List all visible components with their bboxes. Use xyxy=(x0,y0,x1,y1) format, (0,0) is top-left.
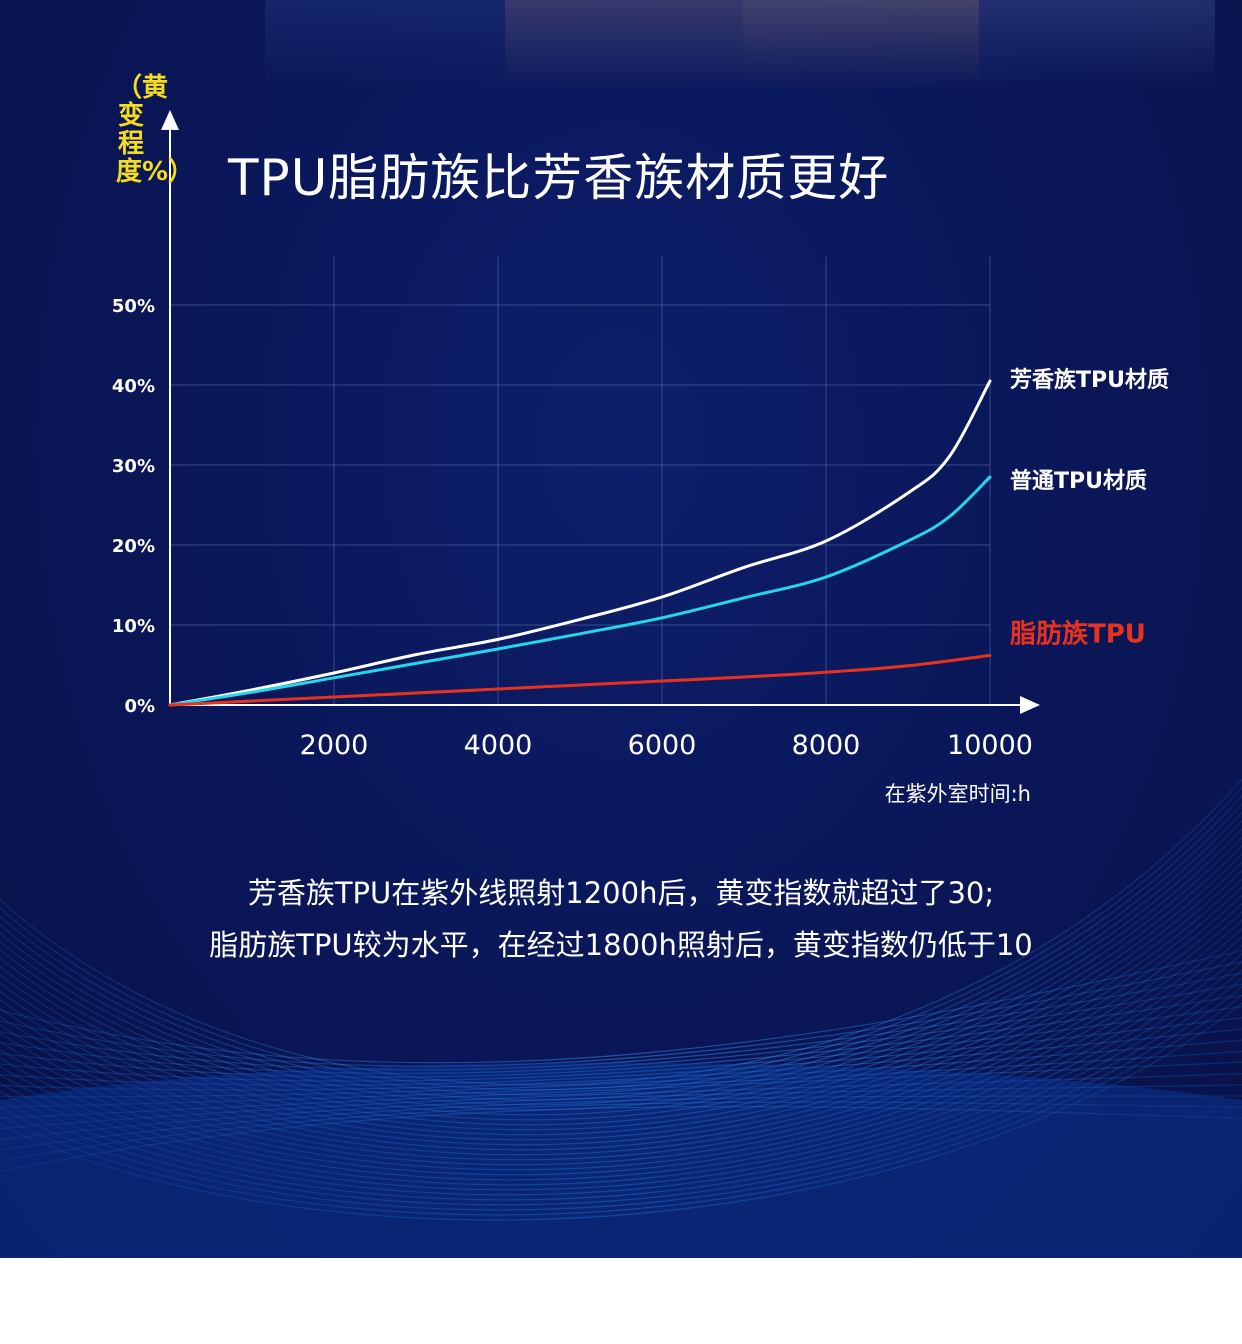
y-tick-label: 40% xyxy=(112,376,155,397)
chart-panel: 2000 4000 6000 8000 10000 0% 10% 20% 30% 40% 50% 芳香… xyxy=(0,0,1242,1258)
series-line xyxy=(168,379,992,707)
y-tick-label: 50% xyxy=(112,296,155,317)
wave-line xyxy=(0,1017,1242,1086)
caption-line-2: 脂肪族TPU较为水平，在经过1800h照射后，黄变指数仍低于10 xyxy=(209,928,1033,962)
y-tick-label: 30% xyxy=(112,456,155,477)
wave-line xyxy=(0,811,1242,1106)
x-tick-label: 10000 xyxy=(947,730,1033,761)
tick-and-series-labels: 2000 4000 6000 8000 10000 0% 10% 20% 30% 40% 50% 芳香… xyxy=(112,296,1169,761)
grid xyxy=(170,257,991,705)
x-axis-arrow xyxy=(1020,696,1040,714)
x-tick-label: 6000 xyxy=(628,730,697,761)
wave-line xyxy=(0,844,1242,1126)
wave-line xyxy=(0,1028,1242,1091)
x-tick-label: 4000 xyxy=(464,730,533,761)
wave-line xyxy=(0,1073,1242,1130)
line-chart: 2000 4000 6000 8000 10000 0% 10% 20% 30% 40% 50% 芳香… xyxy=(112,110,1169,761)
wave-line xyxy=(0,1084,1242,1140)
series-line xyxy=(168,475,992,707)
wave-line xyxy=(0,911,1242,1166)
series-label: 普通TPU材质 xyxy=(1010,468,1147,494)
wave-line xyxy=(0,1095,1242,1151)
wave-line xyxy=(0,936,1242,1181)
wave-line xyxy=(0,985,1242,1211)
caption-line-1: 芳香族TPU在紫外线照射1200h后，黄变指数就超过了30; xyxy=(247,876,995,910)
x-tick-label: 8000 xyxy=(792,730,861,761)
wave-line xyxy=(0,994,1242,1216)
series-line xyxy=(168,653,992,707)
wave-line xyxy=(0,1039,1242,1098)
wave-line xyxy=(0,852,1242,1131)
x-tick-label: 2000 xyxy=(300,730,369,761)
wave-line xyxy=(0,969,1242,1201)
wave-line xyxy=(0,1050,1242,1108)
series-lines xyxy=(168,379,992,707)
wave-line xyxy=(0,1101,1242,1162)
wave-line xyxy=(0,1105,1242,1173)
wave-line xyxy=(0,972,1242,1071)
y-tick-label: 0% xyxy=(124,696,155,717)
chart-title: TPU脂肪族比芳香族材质更好 xyxy=(228,149,890,207)
y-axis-arrow xyxy=(161,110,179,130)
wave-line xyxy=(0,1002,1242,1221)
wave-line xyxy=(0,977,1242,1206)
wave-line xyxy=(0,861,1242,1136)
series-label: 芳香族TPU材质 xyxy=(1010,367,1169,393)
wave-line xyxy=(0,836,1242,1121)
wave-line xyxy=(0,961,1242,1067)
axes xyxy=(161,110,1040,714)
wave-line xyxy=(0,944,1242,1186)
wave-line xyxy=(0,950,1242,1064)
wave-line xyxy=(0,1005,1242,1082)
series-label: 脂肪族TPU xyxy=(1010,618,1146,649)
wave-line xyxy=(0,927,1242,1176)
y-tick-label: 10% xyxy=(112,616,155,637)
background-waves xyxy=(0,778,1242,1258)
wave-line xyxy=(0,794,1242,1096)
x-axis-label: 在紫外室时间:h xyxy=(884,782,1031,806)
wave-line xyxy=(0,894,1242,1156)
wave-line xyxy=(0,902,1242,1161)
wave-line xyxy=(0,961,1242,1196)
wave-line xyxy=(0,778,1242,1086)
y-tick-label: 20% xyxy=(112,536,155,557)
wave-line xyxy=(0,994,1242,1078)
y-axis-label: （黄变程度%） xyxy=(116,73,195,187)
wave-line xyxy=(0,828,1242,1116)
wave-line xyxy=(0,819,1242,1111)
wave-line xyxy=(0,983,1242,1075)
